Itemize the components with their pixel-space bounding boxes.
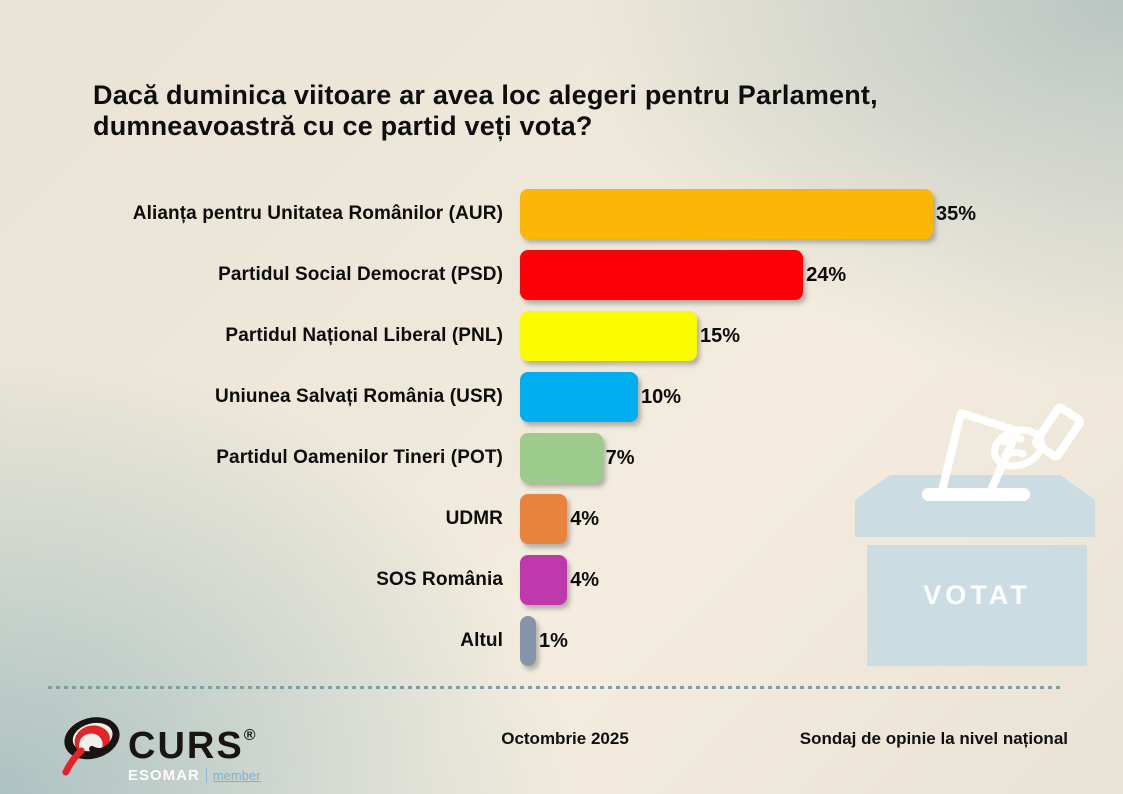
chart-row: Uniunea Salvați România (USR) 10% [90, 372, 1070, 422]
ballot-box-illustration: VOTAT [855, 398, 1095, 670]
curs-logo-text: CURS® ESOMAR member [128, 718, 261, 784]
bar-value: 35% [936, 202, 977, 225]
survey-question-title: Dacă duminica viitoare ar avea loc alege… [93, 80, 878, 141]
bar-label: Alianța pentru Unitatea Românilor (AUR) [132, 203, 503, 224]
chart-row: UDMR 4% [90, 494, 1070, 544]
esomar-member-line: ESOMAR member [128, 767, 261, 784]
bar-label: Altul [460, 630, 503, 651]
bar [520, 555, 568, 605]
bar-label: SOS România [376, 569, 503, 590]
chart-row: Alianța pentru Unitatea Românilor (AUR) … [90, 189, 1070, 239]
votat-label: VOTAT [923, 580, 1031, 610]
bar-value: 15% [700, 324, 741, 347]
bar-value: 4% [570, 507, 600, 530]
bar-label: Partidul Oamenilor Tineri (POT) [216, 447, 503, 468]
survey-date: Octombrie 2025 [501, 729, 629, 748]
bar [520, 433, 603, 483]
esomar-label: ESOMAR [128, 767, 200, 784]
bar-value: 10% [641, 385, 682, 408]
curs-wordmark: CURS® [128, 725, 258, 767]
bar-value: 7% [605, 446, 635, 469]
survey-scope-note: Sondaj de opinie la nivel național [799, 729, 1068, 748]
bar-label: Partidul Social Democrat (PSD) [218, 264, 503, 285]
bar-label: Partidul Național Liberal (PNL) [225, 325, 503, 346]
bar [520, 494, 568, 544]
member-label: member [205, 768, 261, 783]
curs-logo-icon [62, 717, 120, 776]
bar-label: Uniunea Salvați România (USR) [215, 386, 503, 407]
bar-label: UDMR [445, 508, 503, 529]
chart-row: Partidul Național Liberal (PNL) 15% [90, 311, 1070, 361]
bar [520, 372, 638, 422]
curs-logo: CURS® ESOMAR member [60, 712, 261, 784]
bar [520, 311, 697, 361]
registered-mark: ® [243, 727, 258, 744]
chart-row: Altul 1% [90, 616, 1070, 666]
bar [520, 250, 804, 300]
chart-row: Partidul Oamenilor Tineri (POT) 7% [90, 433, 1070, 483]
bar [520, 189, 933, 239]
chart-row: Partidul Social Democrat (PSD) 24% [90, 250, 1070, 300]
bar-value: 24% [806, 263, 847, 286]
bar [520, 616, 536, 666]
ballot-box-icon [855, 403, 1095, 666]
dotted-separator [48, 686, 1062, 689]
bar-value: 4% [570, 568, 600, 591]
chart-row: SOS România 4% [90, 555, 1070, 605]
bar-value: 1% [539, 629, 568, 652]
bar-chart: Alianța pentru Unitatea Românilor (AUR) … [90, 189, 1070, 677]
